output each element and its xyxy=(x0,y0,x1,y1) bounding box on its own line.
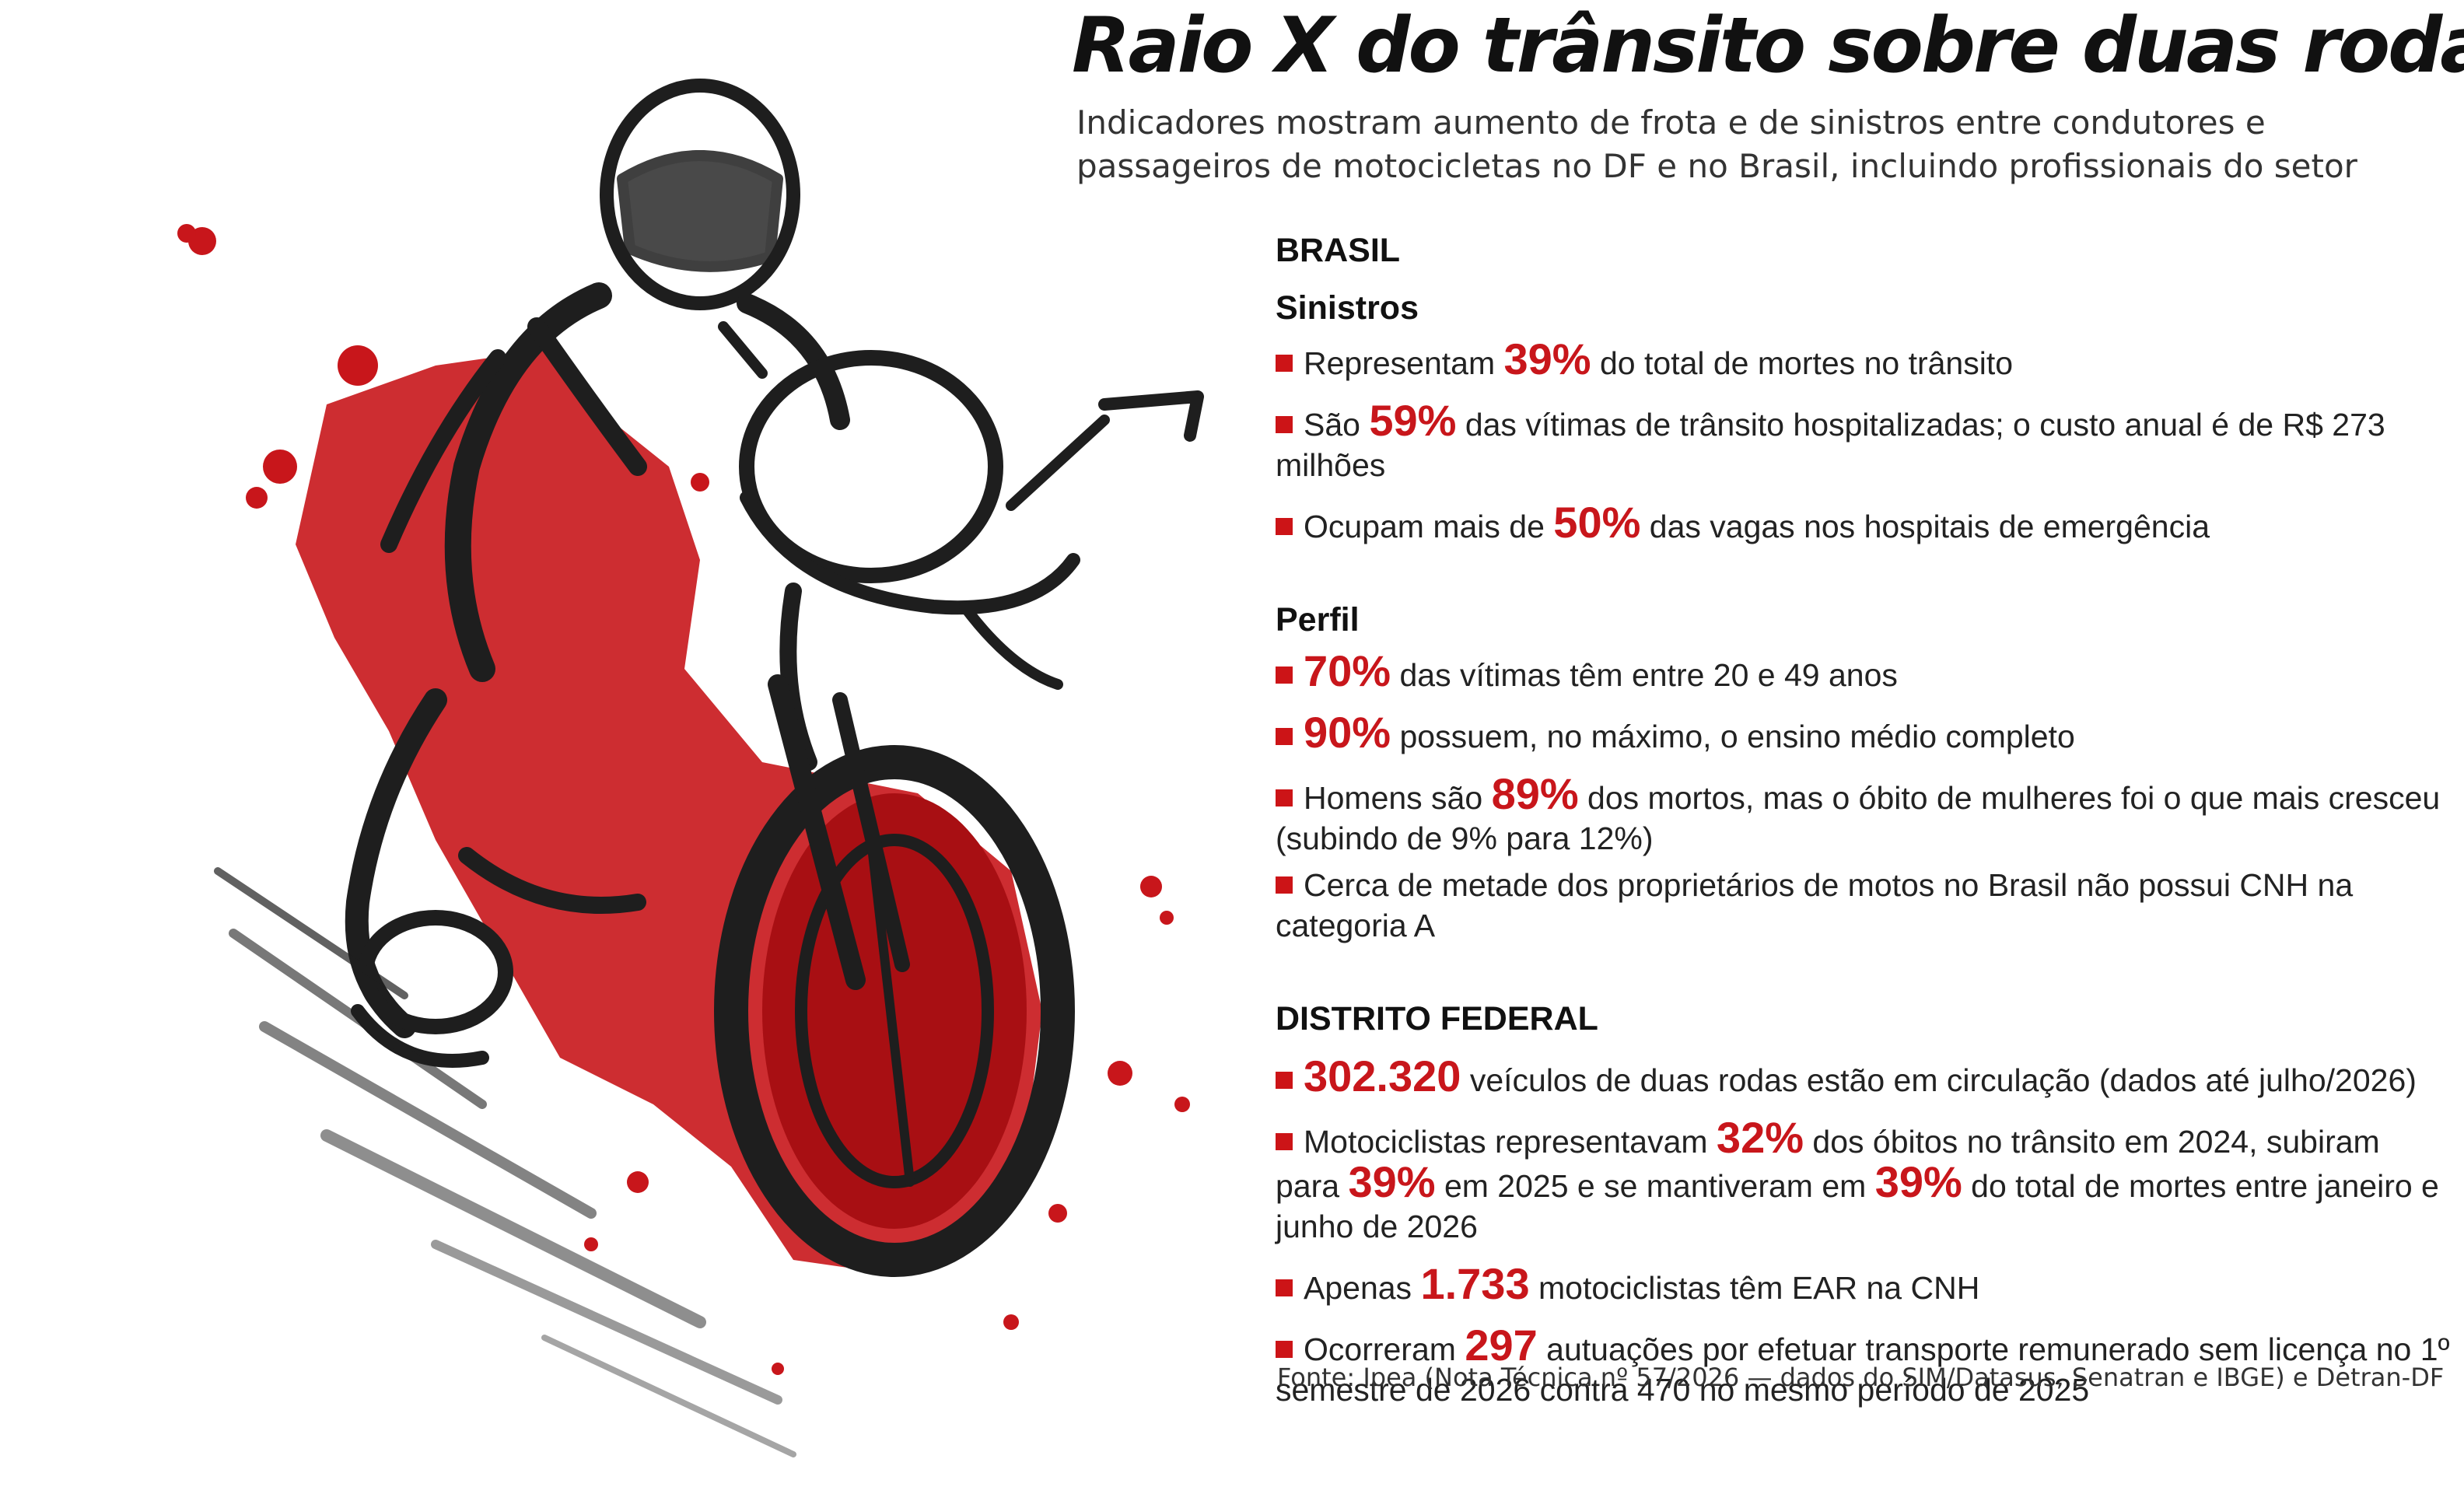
bullet-square-icon xyxy=(1276,1279,1293,1296)
bullet-square-icon xyxy=(1276,1341,1293,1358)
motorcycle-illustration xyxy=(177,79,1204,1457)
highlight-value: 39% xyxy=(1503,334,1591,383)
highlight-value: 32% xyxy=(1716,1113,1804,1162)
bullet-square-icon xyxy=(1276,416,1293,433)
bullet-square-icon xyxy=(1276,728,1293,745)
list-item: 302.320 veículos de duas rodas estão em … xyxy=(1276,1055,2450,1100)
list-item: Ocorreram 297 autuações por efetuar tran… xyxy=(1276,1321,2450,1408)
highlight-value: 39% xyxy=(1874,1157,1962,1206)
section-perfil-heading: Perfil xyxy=(1276,601,1360,639)
section-brasil-heading: BRASIL xyxy=(1276,232,1401,269)
highlight-value: 90% xyxy=(1304,708,1391,757)
list-item: Motociclistas representavam 32% dos óbit… xyxy=(1276,1113,2439,1244)
highlight-value: 70% xyxy=(1304,646,1391,695)
highlight-value: 302.320 xyxy=(1304,1051,1461,1100)
bullet-square-icon xyxy=(1276,876,1293,894)
page-title: Raio X do trânsito sobre duas rodas xyxy=(1072,2,2464,90)
source-note: Fonte: Ipea (Nota Técnica nº 57/2026 — d… xyxy=(1277,1363,2445,1392)
highlight-value: 59% xyxy=(1369,396,1457,445)
bullet-square-icon xyxy=(1276,355,1293,372)
bullet-square-icon xyxy=(1276,667,1293,684)
section-df-heading: DISTRITO FEDERAL xyxy=(1276,1000,1598,1037)
bullet-square-icon xyxy=(1276,789,1293,806)
highlight-value: 50% xyxy=(1553,498,1641,547)
highlight-value: 39% xyxy=(1348,1157,1436,1206)
page-subtitle: Indicadores mostram aumento de frota e d… xyxy=(1076,103,2357,185)
list-item: Representam 39% do total de mortes no tr… xyxy=(1276,338,2450,383)
list-item: Apenas 1.733 motociclistas têm EAR na CN… xyxy=(1276,1262,2450,1308)
red-splatter xyxy=(177,224,1190,1375)
highlight-value: 89% xyxy=(1491,769,1579,818)
list-item: 90% possuem, no máximo, o ensino médio c… xyxy=(1276,711,2450,757)
highlight-value: 297 xyxy=(1465,1321,1538,1370)
bullet-square-icon xyxy=(1276,1133,1293,1150)
highlight-value: 1.733 xyxy=(1420,1259,1530,1308)
list-item: São 59% das vítimas de trânsito hospital… xyxy=(1276,396,2385,483)
bullet-square-icon xyxy=(1276,518,1293,535)
bullet-square-icon xyxy=(1276,1072,1293,1089)
list-item: Cerca de metade dos proprietários de mot… xyxy=(1276,867,2354,943)
list-item: Homens são 89% dos mortos, mas o óbito d… xyxy=(1276,769,2441,856)
list-item: 70% das vítimas têm entre 20 e 49 anos xyxy=(1276,649,2450,695)
ink-strokes xyxy=(214,79,1204,1457)
section-sinistros-heading: Sinistros xyxy=(1276,289,1419,327)
list-item: Ocupam mais de 50% das vagas nos hospita… xyxy=(1276,501,2450,547)
facts-panel: BRASIL Sinistros Representam 39% do tota… xyxy=(1276,230,2450,1427)
